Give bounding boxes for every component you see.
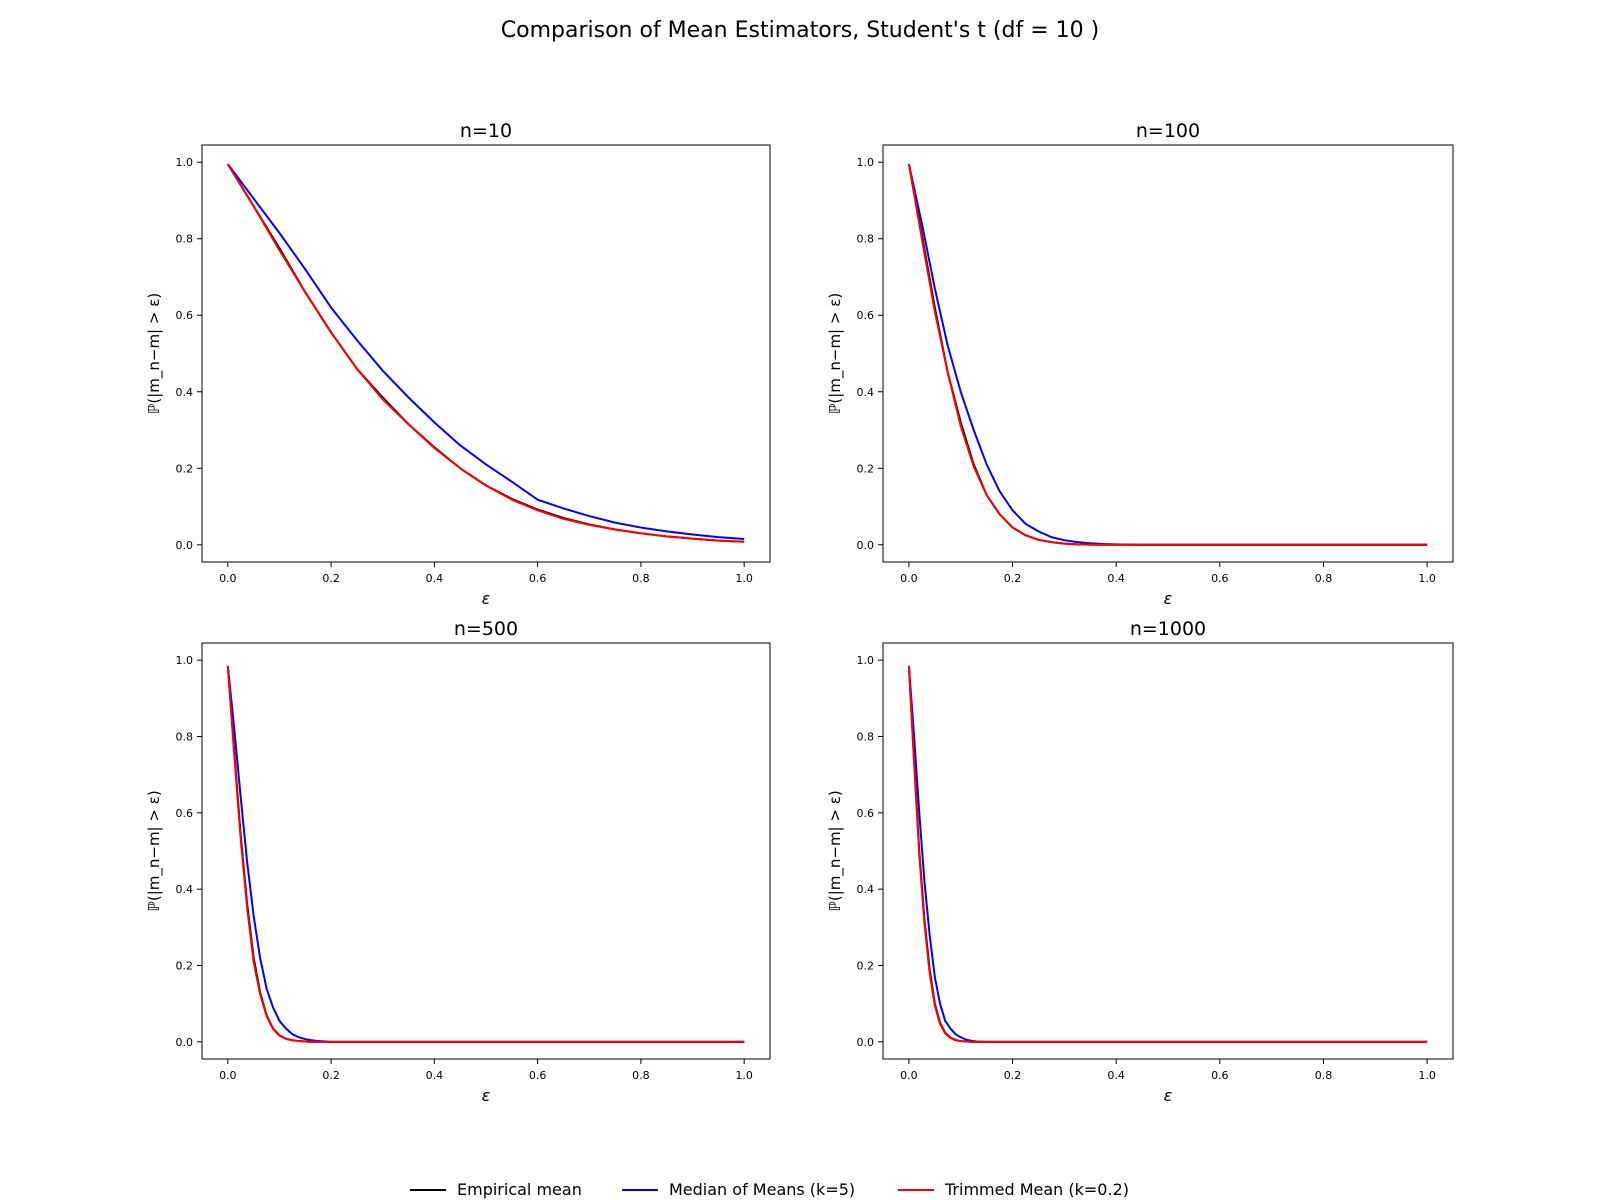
x-axis-label: ε [482, 1086, 491, 1105]
y-axis-label: ℙ(|m_n−m| > ε) [826, 790, 845, 911]
x-tick-label: 0.8 [1315, 572, 1333, 585]
subplot-title: n=100 [1136, 120, 1200, 142]
series-line-empirical-mean [907, 665, 1428, 1043]
y-tick-label: 0.8 [857, 731, 875, 744]
y-tick-label: 1.0 [176, 654, 194, 667]
y-axis-label: ℙ(|m_n−m| > ε) [145, 293, 164, 414]
series-line-trimmed-mean-k-0-2 [226, 163, 745, 543]
x-tick-label: 1.0 [1418, 1069, 1436, 1082]
x-axis-label: ε [1164, 589, 1173, 608]
axes-frame [882, 642, 1454, 1060]
y-tick-label: 0.4 [857, 883, 875, 896]
legend-label-empirical-mean: Empirical mean [457, 1180, 582, 1199]
y-tick-label: 0.6 [176, 807, 194, 820]
x-tick-label: 1.0 [735, 1069, 753, 1082]
y-tick-label: 0.4 [176, 386, 194, 399]
x-tick-label: 0.8 [632, 572, 650, 585]
y-tick-label: 0.4 [857, 386, 875, 399]
series-group [226, 665, 745, 1043]
y-tick-label: 1.0 [857, 654, 875, 667]
y-tick-label: 0.8 [176, 233, 194, 246]
series-line-median-of-means-k-5 [227, 163, 745, 541]
x-tick-label: 0.2 [322, 1069, 340, 1082]
y-tick-label: 0.8 [857, 233, 875, 246]
series-group [907, 163, 1428, 546]
legend-label-median-of-means: Median of Means (k=5) [669, 1180, 856, 1199]
x-tick-label: 1.0 [735, 572, 753, 585]
y-tick-label: 0.2 [176, 959, 194, 972]
x-tick-label: 0.6 [529, 1069, 547, 1082]
series-line-trimmed-mean-k-0-2 [907, 163, 1428, 546]
y-tick-label: 0.0 [176, 1036, 194, 1049]
x-tick-label: 0.0 [900, 572, 918, 585]
y-tick-label: 0.0 [176, 539, 194, 552]
y-tick-label: 1.0 [176, 156, 194, 169]
x-tick-label: 0.4 [1107, 572, 1125, 585]
figure-title: Comparison of Mean Estimators, Student's… [500, 18, 1100, 43]
axes-frame [882, 144, 1454, 563]
x-tick-label: 0.0 [900, 1069, 918, 1082]
legend: Empirical mean Median of Means (k=5) Tri… [0, 1180, 1600, 1200]
x-tick-label: 0.6 [529, 572, 547, 585]
y-tick-label: 0.2 [857, 959, 875, 972]
x-tick-label: 0.8 [632, 1069, 650, 1082]
y-tick-label: 0.8 [176, 731, 194, 744]
subplot-title: n=1000 [1130, 618, 1206, 640]
subplot-4: 0.0 0.2 0.4 0.6 0.8 1.0 0.0 0.2 0.4 0.6 0.8 1.0 n=10… [826, 618, 1454, 1105]
x-tick-label: 0.2 [1004, 1069, 1022, 1082]
subplot-title: n=500 [454, 618, 518, 640]
axes-frame [201, 642, 771, 1060]
y-tick-label: 0.0 [857, 1036, 875, 1049]
y-tick-label: 0.6 [857, 807, 875, 820]
subplot-2: 0.0 0.2 0.4 0.6 0.8 1.0 0.0 0.2 0.4 0.6 0.8 1.0 n=10… [826, 120, 1454, 608]
subplot-title: n=10 [460, 120, 512, 142]
x-tick-label: 0.2 [1004, 572, 1022, 585]
series-line-median-of-means-k-5 [226, 665, 745, 1043]
subplot-3: 0.0 0.2 0.4 0.6 0.8 1.0 0.0 0.2 0.4 0.6 0.8 1.0 n=50… [145, 618, 771, 1105]
y-tick-label: 0.0 [857, 539, 875, 552]
y-tick-label: 0.4 [176, 883, 194, 896]
x-tick-label: 0.2 [322, 572, 340, 585]
legend-label-trimmed-mean: Trimmed Mean (k=0.2) [945, 1180, 1129, 1199]
x-tick-label: 1.0 [1418, 572, 1436, 585]
x-tick-label: 0.4 [426, 572, 444, 585]
legend-line-median-of-means [622, 1189, 658, 1191]
y-axis-label: ℙ(|m_n−m| > ε) [145, 790, 164, 911]
y-tick-label: 0.2 [176, 462, 194, 475]
series-group [907, 665, 1428, 1043]
series-line-empirical-mean [907, 163, 1428, 546]
subplot-1: 0.0 0.2 0.4 0.6 0.8 1.0 0.0 0.2 0.4 0.6 0.8 1.0 n=10… [145, 120, 771, 608]
x-tick-label: 0.8 [1315, 1069, 1333, 1082]
y-axis-label: ℙ(|m_n−m| > ε) [826, 293, 845, 414]
y-tick-label: 1.0 [857, 156, 875, 169]
x-tick-label: 0.0 [219, 1069, 237, 1082]
series-line-median-of-means-k-5 [907, 665, 1428, 1043]
axes-frame [201, 144, 771, 563]
x-axis-label: ε [1164, 1086, 1173, 1105]
series-line-trimmed-mean-k-0-2 [907, 665, 1428, 1043]
y-tick-label: 0.2 [857, 462, 875, 475]
x-tick-label: 0.4 [426, 1069, 444, 1082]
y-tick-label: 0.6 [857, 309, 875, 322]
y-tick-label: 0.6 [176, 309, 194, 322]
x-tick-label: 0.6 [1211, 1069, 1229, 1082]
series-line-empirical-mean [226, 665, 745, 1043]
x-axis-label: ε [482, 589, 491, 608]
legend-line-empirical-mean [410, 1189, 446, 1191]
series-group [226, 163, 745, 543]
series-line-median-of-means-k-5 [907, 163, 1428, 546]
series-line-trimmed-mean-k-0-2 [226, 665, 745, 1043]
legend-line-trimmed-mean [898, 1189, 934, 1191]
x-tick-label: 0.6 [1211, 572, 1229, 585]
x-tick-label: 0.0 [219, 572, 237, 585]
x-tick-label: 0.4 [1107, 1069, 1125, 1082]
